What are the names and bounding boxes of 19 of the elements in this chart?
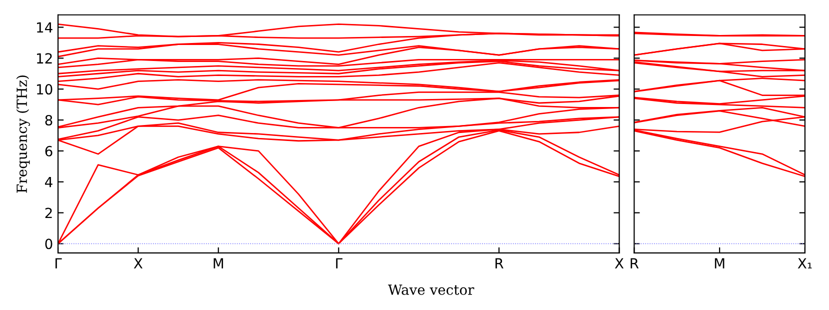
y-tick-label: 6 [45,146,52,156]
x-tick-label: X₁ [798,258,812,268]
y-tick-label: 10 [37,84,52,95]
x-tick-label: R [630,258,639,268]
x-tick-label: Γ [56,258,62,268]
y-tick-label: 4 [45,176,52,188]
y-tick-label: 2 [45,208,52,218]
y-tick-label: 14 [37,22,52,33]
x-axis-title: Wave vector [388,284,474,295]
x-tick-label: X [134,258,143,268]
y-tick-label: 8 [45,114,52,126]
x-tick-label: Γ [336,258,342,268]
y-axis-title: Frequency (THz) [16,75,30,193]
x-tick-label: M [214,258,224,268]
x-tick-label: R [496,258,504,268]
y-tick-label: 12 [37,53,52,64]
x-tick-label: X [614,258,624,268]
y-tick-label: 0 [45,238,52,250]
x-tick-label: M [714,258,724,268]
